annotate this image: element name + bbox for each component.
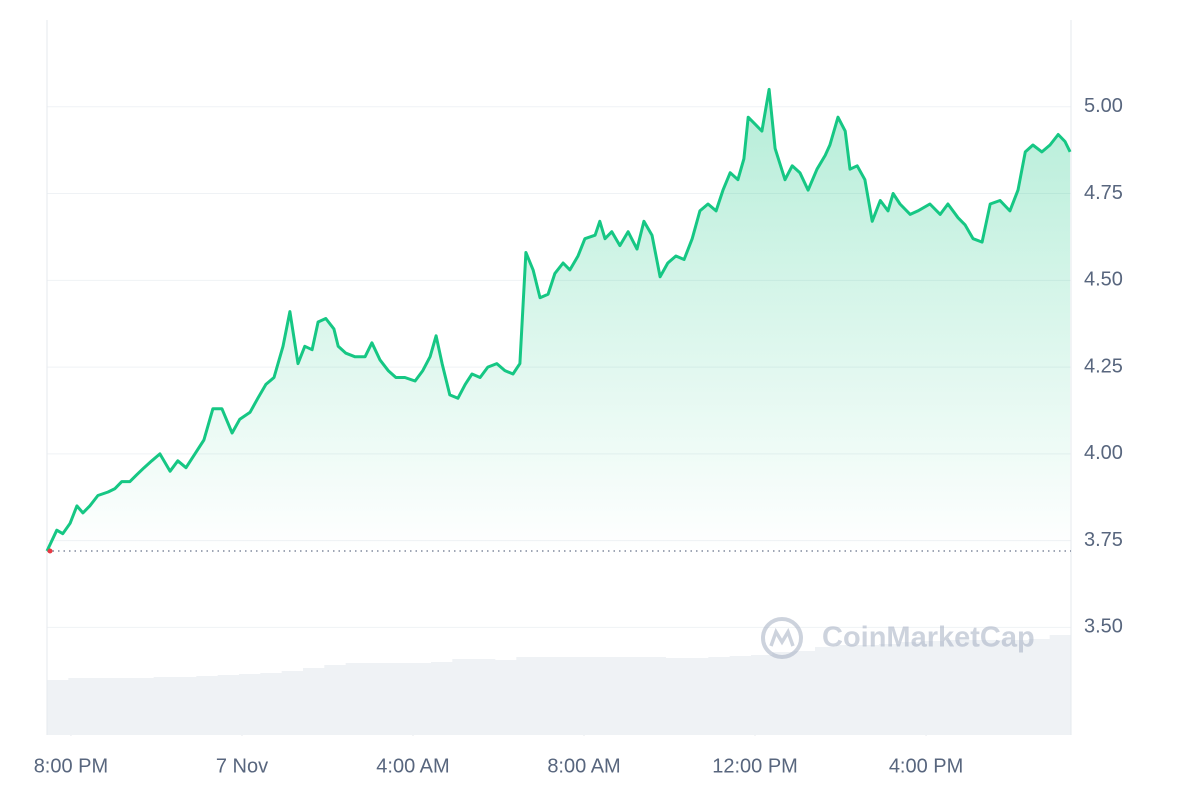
volume-bar bbox=[68, 678, 90, 735]
volume-bar bbox=[345, 663, 368, 735]
volume-bar bbox=[793, 651, 816, 735]
x-tick-label: 8:00 AM bbox=[547, 755, 620, 777]
volume-bar bbox=[921, 641, 944, 735]
volume-bar bbox=[431, 662, 453, 735]
volume-layer bbox=[47, 635, 1072, 735]
x-tick-label: 12:00 PM bbox=[712, 755, 798, 777]
x-tick-label: 4:00 PM bbox=[889, 755, 963, 777]
volume-bar bbox=[644, 657, 666, 735]
volume-bar bbox=[580, 657, 602, 735]
volume-bar bbox=[900, 642, 922, 735]
y-tick-label: 3.75 bbox=[1084, 529, 1123, 551]
volume-bar bbox=[89, 678, 112, 735]
volume-bar bbox=[964, 640, 986, 735]
y-tick-label: 4.00 bbox=[1084, 442, 1123, 464]
volume-bar bbox=[303, 668, 325, 735]
x-tick-label: 4:00 AM bbox=[376, 755, 449, 777]
volume-bar bbox=[324, 665, 346, 735]
volume-bar bbox=[1028, 639, 1050, 735]
volume-bar bbox=[217, 675, 240, 735]
volume-bar bbox=[196, 676, 218, 735]
volume-bar bbox=[537, 657, 560, 735]
volume-bar bbox=[388, 663, 410, 735]
volume-bar bbox=[772, 652, 794, 735]
volume-bar bbox=[729, 656, 752, 735]
x-tick-label: 7 Nov bbox=[216, 755, 268, 777]
volume-bar bbox=[687, 658, 709, 735]
volume-bar bbox=[1049, 635, 1072, 735]
volume-bar bbox=[132, 678, 154, 735]
volume-bar bbox=[239, 674, 261, 735]
volume-bar bbox=[473, 659, 496, 735]
volume-bar bbox=[175, 677, 197, 735]
y-tick-label: 5.00 bbox=[1084, 95, 1123, 117]
volume-bar bbox=[559, 657, 581, 735]
start-point bbox=[47, 548, 53, 554]
volume-bar bbox=[708, 657, 730, 735]
volume-bar bbox=[367, 663, 389, 735]
watermark-text: CoinMarketCap bbox=[822, 622, 1035, 654]
volume-bar bbox=[836, 645, 858, 735]
watermark-logo-mark bbox=[769, 627, 795, 647]
volume-bar bbox=[879, 644, 901, 735]
price-area bbox=[47, 89, 1071, 552]
y-tick-label: 4.25 bbox=[1084, 355, 1123, 377]
volume-bar bbox=[516, 657, 538, 735]
plot-layer bbox=[45, 87, 1072, 554]
volume-bar bbox=[153, 677, 176, 735]
y-tick-label: 3.50 bbox=[1084, 616, 1123, 638]
price-line bbox=[45, 87, 1072, 552]
watermark-logo bbox=[761, 617, 803, 659]
volume-bar bbox=[111, 678, 133, 735]
volume-bar bbox=[623, 657, 645, 735]
volume-bar bbox=[601, 657, 624, 735]
volume-bar bbox=[857, 645, 880, 735]
x-tick-label: 8:00 PM bbox=[34, 755, 108, 777]
volume-bar bbox=[985, 640, 1008, 735]
volume-bar bbox=[943, 640, 965, 735]
volume-bar bbox=[815, 647, 837, 735]
y-tick-label: 4.50 bbox=[1084, 269, 1123, 291]
volume-bar bbox=[495, 660, 517, 735]
volume-bar bbox=[260, 673, 282, 735]
watermark: CoinMarketCap bbox=[761, 617, 1035, 659]
volume-bar bbox=[452, 659, 474, 735]
y-tick-label: 4.75 bbox=[1084, 182, 1123, 204]
volume-bar bbox=[409, 663, 432, 735]
volume-bar bbox=[47, 680, 69, 735]
volume-bar bbox=[1007, 640, 1029, 735]
volume-bar bbox=[665, 658, 688, 735]
volume-bar bbox=[751, 655, 773, 735]
axes-layer: 3.50 3.75 4.00 4.25 4.50 4.75 5.00 8:00 PM 7 Nov… bbox=[34, 95, 1123, 777]
volume-bar bbox=[281, 671, 304, 735]
